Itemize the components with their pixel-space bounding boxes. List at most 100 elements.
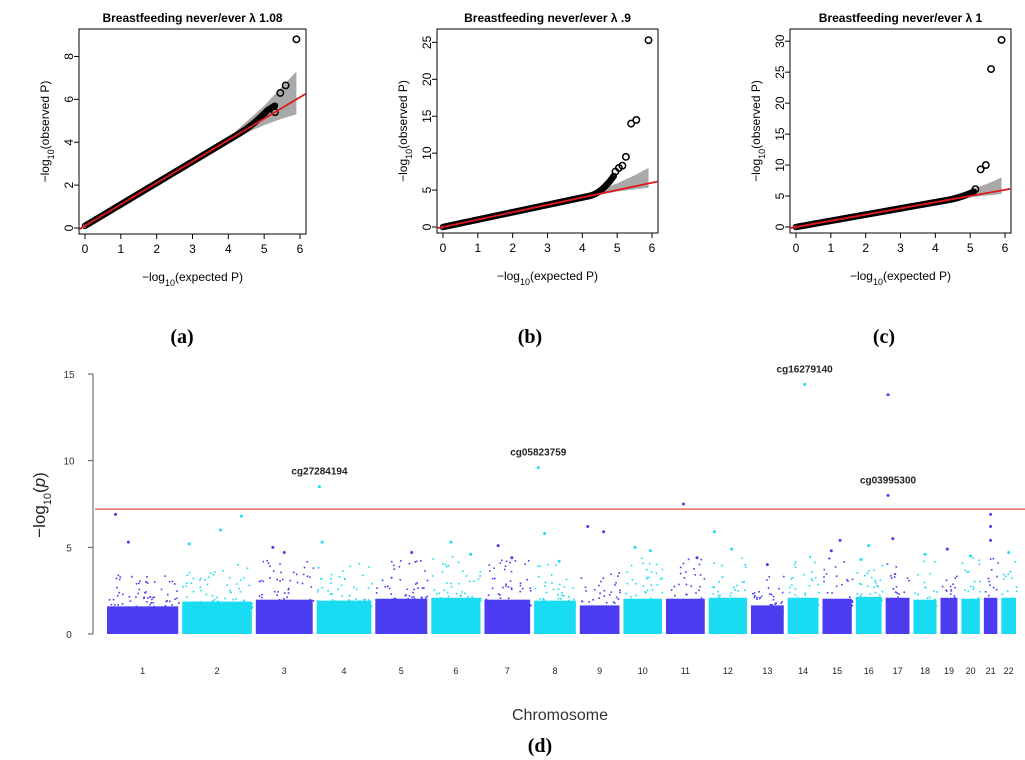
manhattan-peak-point (1007, 551, 1011, 555)
chromosome-21-points (983, 512, 999, 634)
manhattan-y-tick-label: 10 (63, 457, 75, 468)
manhattan-point (194, 601, 197, 603)
manhattan-y-tick-label: 15 (63, 370, 75, 381)
manhattan-point (875, 602, 877, 604)
manhattan-point (859, 582, 861, 585)
manhattan-point (435, 593, 438, 595)
manhattan-point (698, 589, 700, 592)
manhattan-point (567, 601, 569, 604)
manhattan-point (332, 603, 335, 605)
manhattan-point (243, 576, 245, 579)
manhattan-point (416, 582, 419, 584)
chromosome-label-7: 7 (505, 666, 510, 676)
chromosome-label-17: 17 (893, 666, 903, 676)
manhattan-point (239, 591, 242, 593)
manhattan-point (408, 562, 411, 565)
manhattan-point (880, 598, 882, 601)
manhattan-point (343, 603, 346, 605)
manhattan-point (651, 602, 653, 605)
manhattan-point (410, 601, 413, 603)
manhattan-point (730, 604, 732, 606)
manhattan-point (593, 588, 596, 591)
manhattan-peak-point (126, 540, 130, 544)
qq-title: Breastfeeding never/ever λ 1 (819, 11, 983, 25)
manhattan-point (639, 601, 641, 604)
manhattan-point (186, 574, 188, 577)
manhattan-point (814, 599, 817, 601)
manhattan-point (741, 602, 744, 604)
manhattan-point (266, 559, 268, 562)
manhattan-point (331, 593, 333, 595)
manhattan-point (538, 606, 541, 609)
manhattan-point (468, 580, 471, 583)
manhattan-point (790, 604, 792, 606)
manhattan-point (619, 589, 621, 591)
manhattan-point (395, 600, 397, 602)
manhattan-point (683, 604, 685, 607)
manhattan-peak-point (891, 537, 895, 541)
manhattan-point (321, 603, 323, 606)
manhattan-point (437, 599, 439, 602)
manhattan-peak-point (271, 545, 275, 549)
manhattan-point (642, 562, 644, 565)
manhattan-point (503, 568, 506, 571)
manhattan-point (651, 589, 654, 591)
manhattan-point (660, 602, 663, 605)
manhattan-point (376, 587, 378, 589)
chromosome-7-density (484, 599, 531, 634)
qq-x-axis-label: −log10(expected P) (850, 269, 951, 287)
manhattan-point (453, 601, 456, 604)
manhattan-point (431, 575, 434, 577)
manhattan-point (287, 605, 290, 608)
manhattan-point (507, 586, 510, 588)
manhattan-point (619, 591, 621, 594)
manhattan-point (415, 605, 418, 607)
qq-outlier-point (292, 35, 301, 44)
manhattan-point (795, 561, 797, 563)
manhattan-point (440, 604, 443, 606)
qq-y-tick-label: 4 (62, 139, 76, 146)
manhattan-point (848, 596, 851, 599)
manhattan-point (984, 602, 986, 604)
manhattan-point (147, 597, 149, 599)
chromosome-19-points (940, 547, 958, 634)
manhattan-point (940, 604, 943, 606)
manhattan-point (772, 598, 775, 601)
manhattan-point (611, 607, 614, 609)
manhattan-point (403, 601, 405, 604)
manhattan-point (635, 594, 637, 597)
manhattan-point (205, 605, 208, 607)
manhattan-point (168, 600, 171, 603)
manhattan-point (249, 602, 252, 604)
manhattan-point (977, 597, 980, 599)
manhattan-point (390, 576, 393, 579)
cpg-annotation-label: cg03995300 (860, 475, 917, 486)
manhattan-point (950, 604, 953, 606)
manhattan-point (489, 570, 491, 572)
manhattan-point (476, 603, 479, 605)
qq-y-axis-label: −log10(observed P) (38, 81, 56, 183)
manhattan-point (362, 606, 365, 609)
manhattan-point (153, 596, 156, 599)
qq-outlier-point (621, 152, 630, 161)
manhattan-peak-point (557, 559, 561, 563)
manhattan-point (447, 595, 450, 598)
manhattan-point (606, 605, 609, 608)
manhattan-point (126, 610, 129, 613)
manhattan-point (302, 605, 304, 608)
manhattan-point (310, 586, 313, 588)
manhattan-point (458, 582, 460, 585)
manhattan-point (997, 562, 999, 564)
manhattan-point (929, 605, 931, 607)
manhattan-point (470, 601, 473, 604)
manhattan-point (262, 560, 265, 563)
manhattan-point (494, 605, 497, 608)
manhattan-point (828, 604, 830, 607)
manhattan-point (283, 597, 285, 600)
manhattan-point (145, 591, 147, 593)
manhattan-point (316, 606, 319, 609)
manhattan-peak-point (219, 528, 223, 532)
qq-x-tick-label: 4 (932, 241, 939, 255)
manhattan-point (778, 587, 780, 590)
manhattan-point (649, 597, 652, 600)
